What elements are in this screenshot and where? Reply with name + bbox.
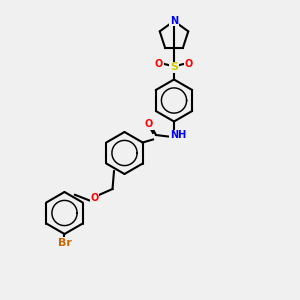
- Text: Br: Br: [58, 238, 71, 248]
- Text: O: O: [185, 59, 193, 70]
- Text: O: O: [155, 59, 163, 70]
- Text: NH: NH: [170, 130, 187, 140]
- Text: N: N: [170, 16, 178, 26]
- Text: O: O: [90, 193, 99, 203]
- Text: S: S: [170, 62, 178, 73]
- Text: O: O: [145, 119, 153, 130]
